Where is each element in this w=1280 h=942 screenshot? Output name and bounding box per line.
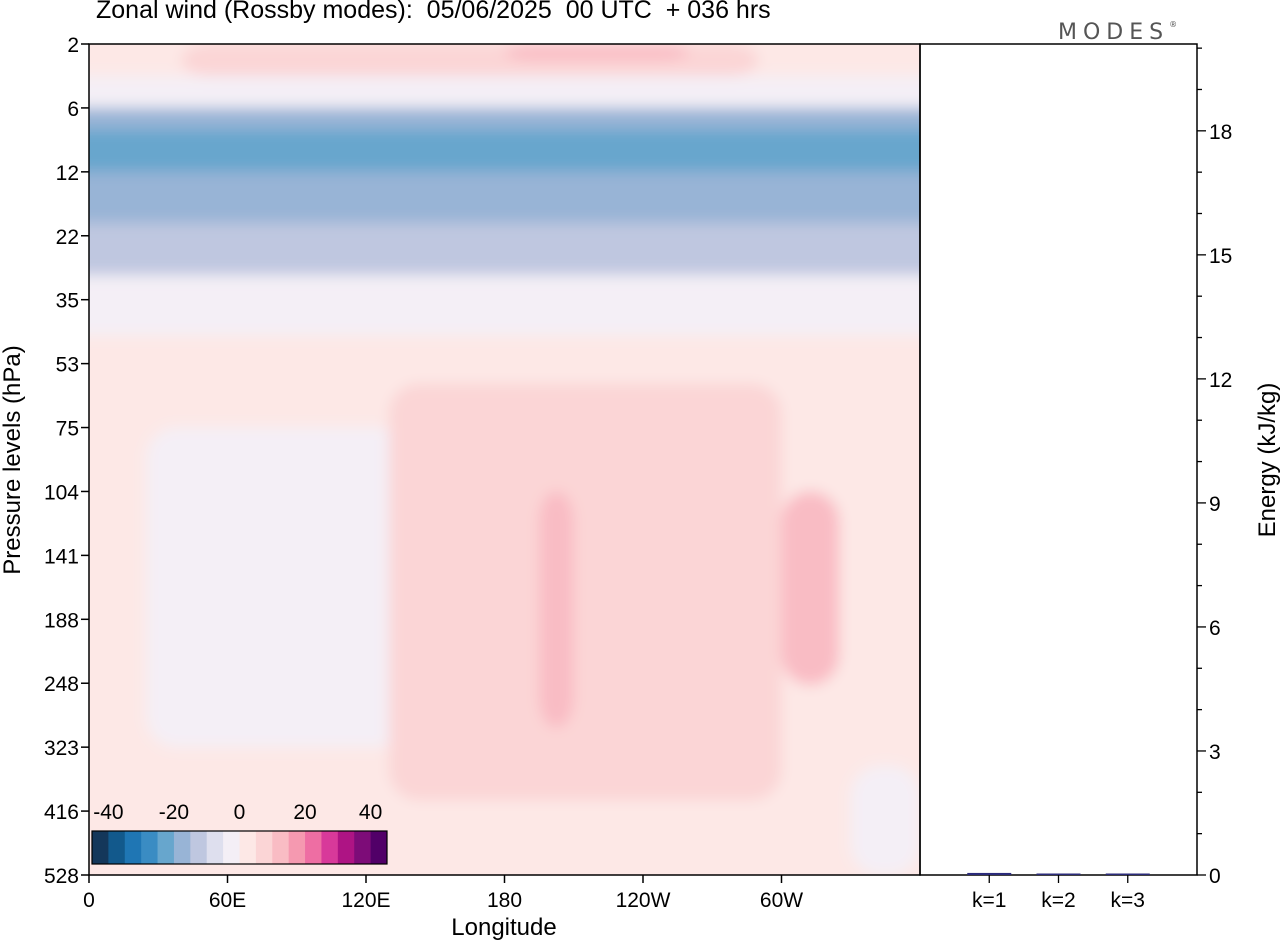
- heatmap-region-11: [296, 491, 355, 568]
- colorbar-tick-label: 20: [293, 801, 316, 824]
- colorbar-swatch: [239, 831, 257, 864]
- energy-bar-chart: 0 3 6 9 12 15 18 k=1 k=2 k=3: [919, 43, 1232, 912]
- y-tick-label: 416: [44, 801, 79, 824]
- brand-mark: ®: [1169, 20, 1178, 29]
- colorbar-swatch: [337, 831, 355, 864]
- y-tick-label: 248: [44, 673, 79, 696]
- energy-tick-label: 15: [1209, 245, 1232, 268]
- colorbar-swatch: [370, 831, 388, 864]
- colorbar-swatch: [108, 831, 126, 864]
- heatmap-region-14: [781, 491, 840, 685]
- y-tick-label: 6: [67, 98, 79, 121]
- y-tick-label: 22: [56, 226, 79, 249]
- colorbar-swatch: [223, 831, 240, 864]
- x-tick-label: 60W: [760, 889, 803, 912]
- heatmap-region-7: [89, 222, 920, 276]
- heatmap-region-4: [89, 107, 920, 130]
- y-tick-label: 75: [56, 418, 79, 441]
- energy-bar: [967, 872, 1012, 875]
- category-label: k=3: [1111, 889, 1145, 912]
- x-axis-label: Longitude: [451, 914, 556, 941]
- y-axis-label: Pressure levels (hPa): [0, 345, 26, 574]
- heatmap-region-6: [89, 171, 920, 223]
- x-tick-label: 120W: [616, 889, 671, 912]
- energy-tick-label: 12: [1209, 369, 1232, 392]
- colorbar-swatch: [92, 831, 109, 864]
- colorbar-tick-label: 40: [359, 801, 382, 824]
- heatmap-region-8: [89, 275, 920, 336]
- y-tick-label: 35: [56, 290, 79, 313]
- x-tick-label: 60E: [209, 889, 246, 912]
- energy-tick-label: 9: [1209, 493, 1221, 516]
- energy-bar: [1105, 873, 1150, 875]
- y-tick-label: 12: [56, 162, 79, 185]
- heatmap-region-15: [850, 765, 920, 875]
- energy-tick-label: 6: [1209, 617, 1221, 640]
- colorbar-swatch: [141, 831, 159, 864]
- heatmap-region-13: [539, 491, 574, 728]
- colorbar-swatch: [354, 831, 372, 864]
- energy-bar: [1036, 873, 1081, 875]
- y-tick-label: 104: [44, 481, 79, 504]
- colorbar-tick-label: -40: [93, 801, 123, 824]
- x-tick-label: 180: [487, 889, 522, 912]
- colorbar-tick-label: -20: [159, 801, 189, 824]
- colorbar-swatch: [206, 831, 224, 864]
- energy-tick-label: 3: [1209, 741, 1221, 764]
- colorbar-frame: [91, 830, 388, 865]
- heatmap-region-5: [89, 129, 920, 172]
- y-tick-label: 323: [44, 737, 79, 760]
- heatmap-region-3: [89, 75, 920, 108]
- y-tick-label: 188: [44, 609, 79, 632]
- x-tick-label: 0: [83, 889, 95, 912]
- colorbar-swatch: [255, 831, 273, 864]
- colorbar-swatch: [305, 831, 322, 864]
- energy-tick-label: 0: [1209, 865, 1221, 888]
- heatmap-region-2: [504, 44, 690, 60]
- colorbar: -40 -20 0 20 40: [91, 801, 388, 865]
- colorbar-tick-label: 0: [234, 801, 246, 824]
- energy-tick-label: 18: [1209, 121, 1232, 144]
- y-tick-label: 528: [44, 865, 79, 888]
- colorbar-swatch: [173, 831, 191, 864]
- heatmap-region-12: [389, 383, 782, 801]
- y-tick-label: 141: [44, 545, 79, 568]
- category-label: k=2: [1041, 889, 1075, 912]
- colorbar-swatch: [157, 831, 175, 864]
- y-tick-label: 53: [56, 354, 79, 377]
- energy-axis-label: Energy (kJ/kg): [1254, 383, 1280, 538]
- y-tick-label: 2: [67, 34, 79, 57]
- brand-text: MODES: [1058, 20, 1170, 45]
- colorbar-swatch: [190, 831, 208, 864]
- colorbar-swatch: [288, 831, 306, 864]
- brand-logo: MODES®: [1058, 20, 1177, 45]
- bar-chart-frame: [919, 43, 1198, 876]
- colorbar-swatch: [321, 831, 339, 864]
- heatmap-plot: [89, 44, 920, 875]
- colorbar-swatch: [124, 831, 142, 864]
- category-label: k=1: [972, 889, 1006, 912]
- x-tick-label: 120E: [341, 889, 390, 912]
- heatmap-region-10: [146, 427, 413, 748]
- colorbar-swatch: [272, 831, 290, 864]
- chart-title: Zonal wind (Rossby modes): 05/06/2025 00…: [96, 0, 771, 24]
